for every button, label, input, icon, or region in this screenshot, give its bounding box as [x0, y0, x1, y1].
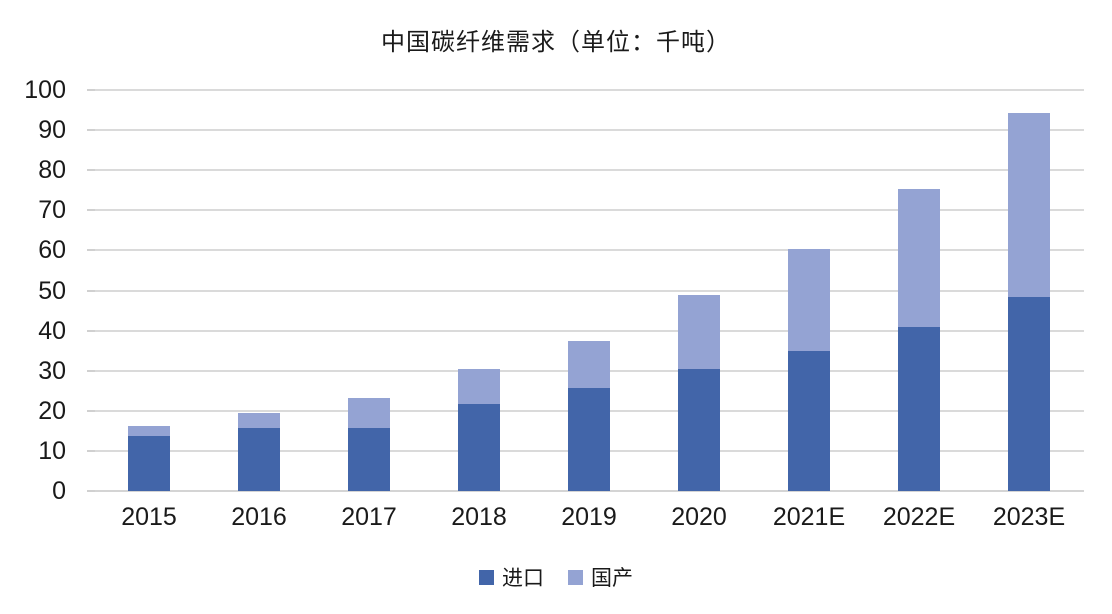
- bar-segment-import: [348, 427, 390, 491]
- bar-segment-import: [1008, 296, 1050, 491]
- y-axis-tick-label: 40: [38, 316, 66, 345]
- y-axis-tick: [87, 369, 95, 372]
- gridline: [94, 329, 1084, 332]
- gridline: [94, 89, 1084, 91]
- legend-swatch-import: [479, 569, 494, 585]
- bar-segment-import: [568, 387, 610, 491]
- x-axis-category-label: 2021E: [772, 503, 846, 531]
- y-axis-tick-label: 70: [38, 196, 66, 225]
- legend-item-import: 进口: [479, 562, 544, 592]
- bar-segment-domestic: [348, 397, 390, 428]
- y-axis-tick-label: 60: [38, 236, 66, 265]
- y-axis-tick: [87, 449, 95, 452]
- gridline: [94, 249, 1084, 252]
- bar-segment-import: [898, 326, 940, 491]
- bar-segment-domestic: [898, 188, 940, 327]
- gridline: [94, 209, 1084, 212]
- gridline: [94, 289, 1084, 292]
- legend-item-domestic: 国产: [568, 562, 633, 592]
- y-axis-tick-label: 10: [38, 436, 66, 465]
- x-axis-category-label: 2022E: [882, 503, 956, 531]
- y-axis-tick-label: 90: [38, 116, 66, 145]
- bar-segment-domestic: [128, 425, 170, 436]
- legend-label: 国产: [591, 567, 633, 590]
- gridline: [94, 129, 1084, 132]
- y-axis-tick-label: 0: [52, 477, 66, 505]
- legend-label: 进口: [502, 567, 544, 590]
- y-axis-tick: [87, 89, 95, 91]
- y-axis-tick-label: 100: [24, 76, 66, 104]
- bar-segment-import: [238, 427, 280, 491]
- y-axis-tick: [87, 409, 95, 412]
- bar-segment-domestic: [1008, 112, 1050, 297]
- bar-segment-domestic: [788, 249, 830, 351]
- y-axis-tick-label: 30: [38, 356, 66, 385]
- x-axis-category-label: 2015: [121, 503, 177, 531]
- y-axis-tick: [87, 209, 95, 212]
- y-axis-tick: [87, 129, 95, 132]
- x-axis-category-label: 2016: [231, 503, 287, 531]
- x-axis-category-label: 2018: [451, 503, 507, 531]
- gridline: [94, 169, 1084, 172]
- y-axis-tick: [87, 249, 95, 252]
- bar-segment-import: [788, 350, 830, 491]
- bar-segment-import: [128, 435, 170, 491]
- bar-segment-domestic: [238, 412, 280, 428]
- y-axis-tick: [87, 169, 95, 172]
- chart-legend: 进口 国产: [0, 562, 1112, 592]
- y-axis-tick-label: 50: [38, 276, 66, 305]
- y-axis-tick-label: 20: [38, 396, 66, 425]
- y-axis-tick: [87, 289, 95, 292]
- bar-segment-domestic: [568, 340, 610, 388]
- bar-segment-import: [458, 403, 500, 491]
- bar-segment-domestic: [458, 368, 500, 404]
- y-axis-tick-label: 80: [38, 156, 66, 185]
- x-axis-category-label: 2023E: [992, 503, 1066, 531]
- bar-segment-import: [678, 369, 720, 491]
- legend-swatch-domestic: [568, 569, 583, 585]
- x-axis-category-label: 2019: [561, 503, 617, 531]
- bar-segment-domestic: [678, 294, 720, 370]
- x-axis-category-label: 2020: [671, 503, 727, 531]
- chart-title: 中国碳纤维需求（单位：千吨）: [381, 29, 731, 56]
- x-axis-line: [94, 490, 1084, 492]
- y-axis-tick: [87, 490, 95, 492]
- y-axis-tick: [87, 329, 95, 332]
- x-axis-category-label: 2017: [341, 503, 397, 531]
